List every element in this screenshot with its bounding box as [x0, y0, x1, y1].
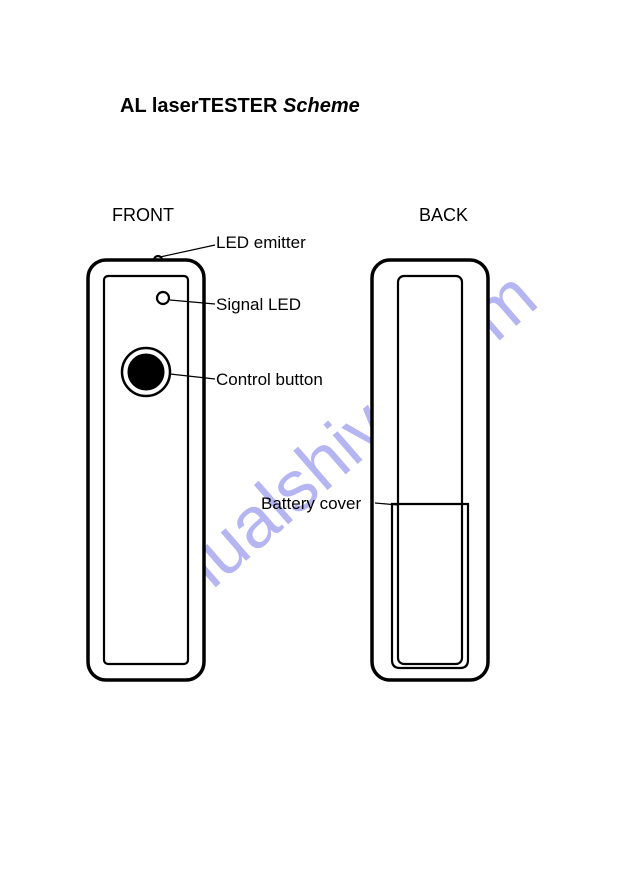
diagram-svg	[0, 0, 629, 884]
leader-led-emitter	[160, 245, 215, 257]
page-root: manualshive.com AL laserTESTER Scheme FR…	[0, 0, 629, 884]
back-body	[372, 260, 488, 680]
front-body	[88, 260, 204, 680]
control-button-fill	[128, 354, 164, 390]
